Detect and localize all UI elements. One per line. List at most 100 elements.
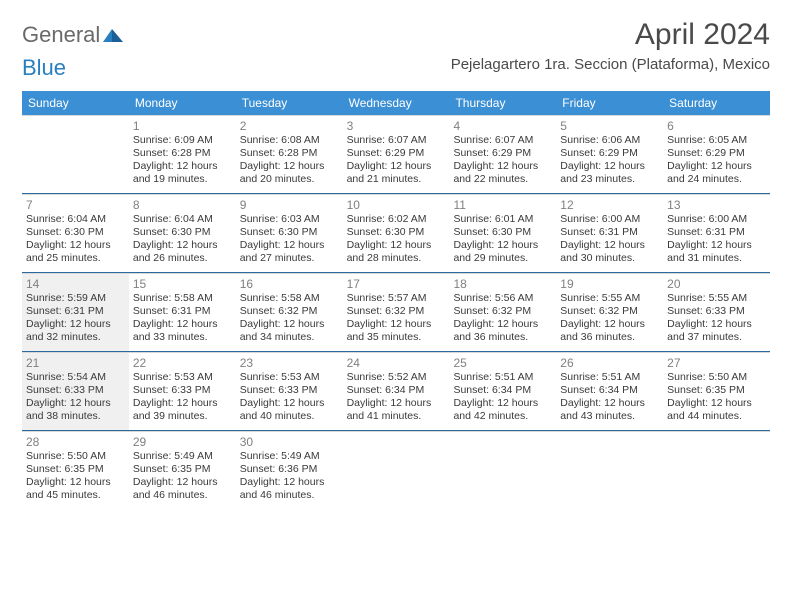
- sunset-line: Sunset: 6:29 PM: [453, 147, 552, 160]
- sunrise-line: Sunrise: 5:52 AM: [347, 371, 446, 384]
- day-number: 22: [133, 356, 232, 370]
- d2-line: and 26 minutes.: [133, 252, 232, 265]
- weeks-container: 1Sunrise: 6:09 AMSunset: 6:28 PMDaylight…: [22, 115, 770, 509]
- d1-line: Daylight: 12 hours: [133, 476, 232, 489]
- day-number: 16: [240, 277, 339, 291]
- d2-line: and 42 minutes.: [453, 410, 552, 423]
- sunset-line: Sunset: 6:31 PM: [133, 305, 232, 318]
- d2-line: and 36 minutes.: [453, 331, 552, 344]
- d1-line: Daylight: 12 hours: [560, 239, 659, 252]
- day-cell: 13Sunrise: 6:00 AMSunset: 6:31 PMDayligh…: [663, 194, 770, 272]
- empty-cell: [343, 431, 450, 509]
- day-number: 29: [133, 435, 232, 449]
- dayheader: Thursday: [449, 91, 556, 115]
- sunset-line: Sunset: 6:30 PM: [240, 226, 339, 239]
- sunrise-line: Sunrise: 5:53 AM: [133, 371, 232, 384]
- sunrise-line: Sunrise: 5:55 AM: [667, 292, 766, 305]
- sunset-line: Sunset: 6:28 PM: [133, 147, 232, 160]
- day-cell: 21Sunrise: 5:54 AMSunset: 6:33 PMDayligh…: [22, 352, 129, 430]
- d2-line: and 28 minutes.: [347, 252, 446, 265]
- sunrise-line: Sunrise: 5:53 AM: [240, 371, 339, 384]
- sunset-line: Sunset: 6:29 PM: [667, 147, 766, 160]
- d1-line: Daylight: 12 hours: [133, 239, 232, 252]
- d1-line: Daylight: 12 hours: [133, 160, 232, 173]
- day-cell: 19Sunrise: 5:55 AMSunset: 6:32 PMDayligh…: [556, 273, 663, 351]
- day-number: 18: [453, 277, 552, 291]
- dayheader: Sunday: [22, 91, 129, 115]
- dayheader: Wednesday: [343, 91, 450, 115]
- sunrise-line: Sunrise: 6:03 AM: [240, 213, 339, 226]
- sunrise-line: Sunrise: 6:07 AM: [453, 134, 552, 147]
- day-cell: 7Sunrise: 6:04 AMSunset: 6:30 PMDaylight…: [22, 194, 129, 272]
- day-number: 4: [453, 119, 552, 133]
- day-cell: 24Sunrise: 5:52 AMSunset: 6:34 PMDayligh…: [343, 352, 450, 430]
- sunset-line: Sunset: 6:30 PM: [453, 226, 552, 239]
- d1-line: Daylight: 12 hours: [453, 397, 552, 410]
- sunset-line: Sunset: 6:32 PM: [347, 305, 446, 318]
- sunset-line: Sunset: 6:32 PM: [240, 305, 339, 318]
- sunrise-line: Sunrise: 6:00 AM: [560, 213, 659, 226]
- month-title: April 2024: [451, 18, 770, 52]
- day-cell: 22Sunrise: 5:53 AMSunset: 6:33 PMDayligh…: [129, 352, 236, 430]
- day-number: 5: [560, 119, 659, 133]
- day-number: 30: [240, 435, 339, 449]
- sunrise-line: Sunrise: 6:07 AM: [347, 134, 446, 147]
- day-cell: 4Sunrise: 6:07 AMSunset: 6:29 PMDaylight…: [449, 115, 556, 193]
- d1-line: Daylight: 12 hours: [240, 318, 339, 331]
- d2-line: and 32 minutes.: [26, 331, 125, 344]
- sunrise-line: Sunrise: 6:09 AM: [133, 134, 232, 147]
- sunset-line: Sunset: 6:29 PM: [560, 147, 659, 160]
- day-cell: 1Sunrise: 6:09 AMSunset: 6:28 PMDaylight…: [129, 115, 236, 193]
- day-number: 26: [560, 356, 659, 370]
- day-number: 17: [347, 277, 446, 291]
- sunrise-line: Sunrise: 6:02 AM: [347, 213, 446, 226]
- day-cell: 15Sunrise: 5:58 AMSunset: 6:31 PMDayligh…: [129, 273, 236, 351]
- d2-line: and 39 minutes.: [133, 410, 232, 423]
- sunrise-line: Sunrise: 5:58 AM: [240, 292, 339, 305]
- sunset-line: Sunset: 6:28 PM: [240, 147, 339, 160]
- d2-line: and 23 minutes.: [560, 173, 659, 186]
- sunrise-line: Sunrise: 6:04 AM: [26, 213, 125, 226]
- day-number: 1: [133, 119, 232, 133]
- d1-line: Daylight: 12 hours: [667, 318, 766, 331]
- day-cell: 25Sunrise: 5:51 AMSunset: 6:34 PMDayligh…: [449, 352, 556, 430]
- day-number: 24: [347, 356, 446, 370]
- sunrise-line: Sunrise: 5:54 AM: [26, 371, 125, 384]
- day-cell: 17Sunrise: 5:57 AMSunset: 6:32 PMDayligh…: [343, 273, 450, 351]
- dayheader-row: SundayMondayTuesdayWednesdayThursdayFrid…: [22, 91, 770, 115]
- day-number: 28: [26, 435, 125, 449]
- d2-line: and 21 minutes.: [347, 173, 446, 186]
- sunset-line: Sunset: 6:33 PM: [667, 305, 766, 318]
- day-number: 19: [560, 277, 659, 291]
- d1-line: Daylight: 12 hours: [667, 239, 766, 252]
- sunrise-line: Sunrise: 5:58 AM: [133, 292, 232, 305]
- d2-line: and 24 minutes.: [667, 173, 766, 186]
- d1-line: Daylight: 12 hours: [240, 476, 339, 489]
- d1-line: Daylight: 12 hours: [667, 397, 766, 410]
- day-cell: 26Sunrise: 5:51 AMSunset: 6:34 PMDayligh…: [556, 352, 663, 430]
- day-cell: 6Sunrise: 6:05 AMSunset: 6:29 PMDaylight…: [663, 115, 770, 193]
- d1-line: Daylight: 12 hours: [240, 397, 339, 410]
- dayheader: Saturday: [663, 91, 770, 115]
- dayheader: Friday: [556, 91, 663, 115]
- day-cell: 3Sunrise: 6:07 AMSunset: 6:29 PMDaylight…: [343, 115, 450, 193]
- day-number: 3: [347, 119, 446, 133]
- d1-line: Daylight: 12 hours: [347, 239, 446, 252]
- sunset-line: Sunset: 6:35 PM: [133, 463, 232, 476]
- day-number: 10: [347, 198, 446, 212]
- d1-line: Daylight: 12 hours: [347, 160, 446, 173]
- sunset-line: Sunset: 6:31 PM: [26, 305, 125, 318]
- title-block: April 2024 Pejelagartero 1ra. Seccion (P…: [451, 18, 770, 73]
- sunset-line: Sunset: 6:30 PM: [26, 226, 125, 239]
- d1-line: Daylight: 12 hours: [667, 160, 766, 173]
- sunrise-line: Sunrise: 5:51 AM: [560, 371, 659, 384]
- day-cell: 9Sunrise: 6:03 AMSunset: 6:30 PMDaylight…: [236, 194, 343, 272]
- sunrise-line: Sunrise: 5:57 AM: [347, 292, 446, 305]
- day-number: 9: [240, 198, 339, 212]
- sunset-line: Sunset: 6:33 PM: [26, 384, 125, 397]
- d2-line: and 20 minutes.: [240, 173, 339, 186]
- sunrise-line: Sunrise: 6:04 AM: [133, 213, 232, 226]
- d1-line: Daylight: 12 hours: [560, 397, 659, 410]
- empty-cell: [449, 431, 556, 509]
- d1-line: Daylight: 12 hours: [133, 318, 232, 331]
